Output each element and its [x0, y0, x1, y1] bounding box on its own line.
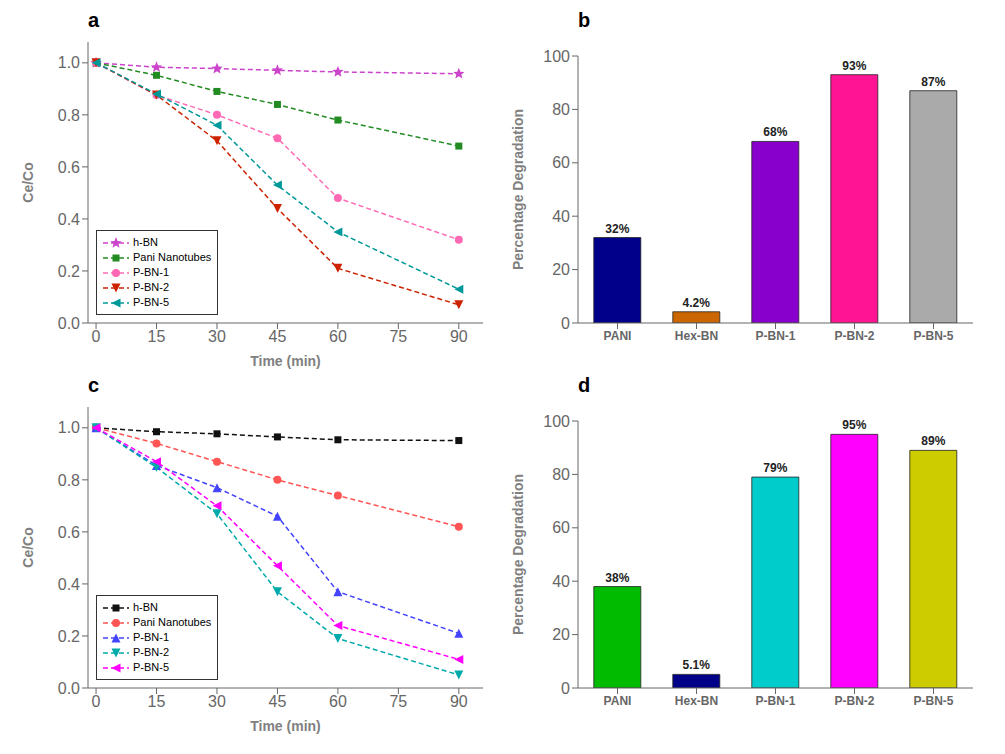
- html-text:h-BN: h-BN: [133, 236, 159, 248]
- svg-text:38%: 38%: [605, 571, 629, 585]
- svg-text:60: 60: [552, 154, 570, 171]
- svg-text:0.0: 0.0: [58, 680, 80, 697]
- svg-text:P-BN-5: P-BN-5: [913, 694, 953, 708]
- svg-text:0.6: 0.6: [58, 524, 80, 541]
- html-text:Pani Nanotubes: Pani Nanotubes: [133, 616, 212, 628]
- svg-text:15: 15: [148, 693, 166, 710]
- svg-text:P-BN-2: P-BN-2: [834, 329, 874, 343]
- svg-text:1.0: 1.0: [58, 419, 80, 436]
- svg-text:60: 60: [552, 519, 570, 536]
- svg-text:Time (min): Time (min): [250, 353, 321, 369]
- svg-text:89%: 89%: [921, 434, 945, 448]
- svg-text:Ce/Co: Ce/Co: [20, 162, 36, 202]
- svg-text:0.8: 0.8: [58, 472, 80, 489]
- svg-text:20: 20: [552, 626, 570, 643]
- svg-text:0.4: 0.4: [58, 211, 80, 228]
- svg-text:PANI: PANI: [604, 329, 632, 343]
- svg-text:0: 0: [561, 315, 570, 332]
- svg-text:0: 0: [92, 328, 101, 345]
- svg-text:0.4: 0.4: [58, 576, 80, 593]
- html-text:P-BN-5: P-BN-5: [133, 661, 170, 673]
- svg-text:60: 60: [329, 328, 347, 345]
- svg-text:1.0: 1.0: [58, 54, 80, 71]
- svg-text:Hex-BN: Hex-BN: [675, 329, 718, 343]
- html-text:h-BN: h-BN: [133, 601, 159, 613]
- svg-text:60: 60: [329, 693, 347, 710]
- svg-text:0.2: 0.2: [58, 628, 80, 645]
- svg-text:45: 45: [269, 693, 287, 710]
- svg-text:68%: 68%: [763, 125, 787, 139]
- html-text:a: a: [88, 9, 100, 31]
- svg-text:0.2: 0.2: [58, 263, 80, 280]
- svg-text:20: 20: [552, 261, 570, 278]
- svg-text:95%: 95%: [842, 418, 866, 432]
- svg-text:PANI: PANI: [604, 694, 632, 708]
- svg-text:P-BN-1: P-BN-1: [755, 694, 795, 708]
- svg-text:90: 90: [450, 328, 468, 345]
- svg-text:0.0: 0.0: [58, 315, 80, 332]
- html-text:b: b: [578, 9, 591, 31]
- svg-text:4.2%: 4.2%: [683, 296, 711, 310]
- svg-text:Percentage Degradation: Percentage Degradation: [510, 474, 526, 635]
- svg-text:40: 40: [552, 208, 570, 225]
- html-text:P-BN-2: P-BN-2: [133, 646, 170, 658]
- svg-text:100: 100: [543, 48, 570, 65]
- svg-text:40: 40: [552, 573, 570, 590]
- svg-text:P-BN-2: P-BN-2: [834, 694, 874, 708]
- svg-text:0: 0: [561, 680, 570, 697]
- svg-text:Percentage Degradation: Percentage Degradation: [510, 109, 526, 270]
- svg-text:P-BN-1: P-BN-1: [755, 329, 795, 343]
- html-text:P-BN-1: P-BN-1: [133, 266, 170, 278]
- html-text:P-BN-1: P-BN-1: [133, 631, 170, 643]
- svg-text:87%: 87%: [921, 75, 945, 89]
- svg-text:0: 0: [92, 693, 101, 710]
- html-text:P-BN-2: P-BN-2: [133, 281, 170, 293]
- svg-text:0.6: 0.6: [58, 159, 80, 176]
- html-text:P-BN-5: P-BN-5: [133, 296, 170, 308]
- html-text:Pani Nanotubes: Pani Nanotubes: [133, 251, 212, 263]
- svg-text:5.1%: 5.1%: [683, 658, 711, 672]
- svg-text:45: 45: [269, 328, 287, 345]
- svg-text:80: 80: [552, 466, 570, 483]
- svg-text:Time (min): Time (min): [250, 718, 321, 734]
- svg-text:75: 75: [389, 693, 407, 710]
- svg-text:0.8: 0.8: [58, 107, 80, 124]
- svg-text:15: 15: [148, 328, 166, 345]
- svg-text:30: 30: [208, 693, 226, 710]
- svg-text:100: 100: [543, 413, 570, 430]
- svg-text:80: 80: [552, 101, 570, 118]
- svg-text:Hex-BN: Hex-BN: [675, 694, 718, 708]
- svg-text:30: 30: [208, 328, 226, 345]
- svg-text:79%: 79%: [763, 461, 787, 475]
- svg-text:Ce/Co: Ce/Co: [20, 527, 36, 567]
- svg-text:P-BN-5: P-BN-5: [913, 329, 953, 343]
- svg-text:90: 90: [450, 693, 468, 710]
- html-text:d: d: [578, 374, 591, 396]
- html-text:c: c: [88, 374, 100, 396]
- svg-text:32%: 32%: [605, 222, 629, 236]
- svg-text:75: 75: [389, 328, 407, 345]
- svg-text:93%: 93%: [842, 59, 866, 73]
